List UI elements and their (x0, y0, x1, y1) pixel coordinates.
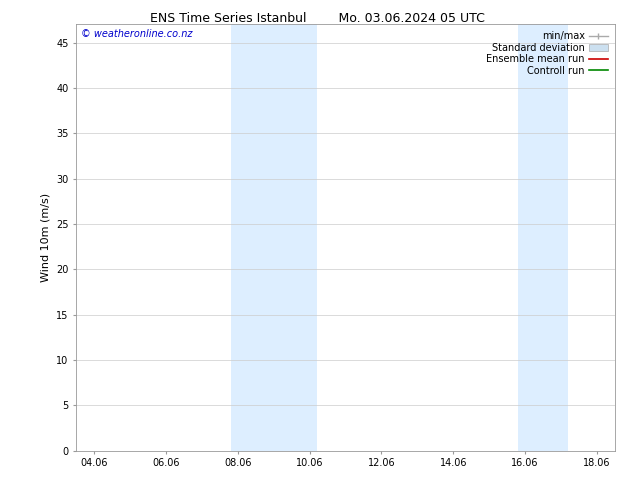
Bar (518, 24, 568, 451)
Bar (231, 24, 317, 451)
Y-axis label: Wind 10m (m/s): Wind 10m (m/s) (41, 193, 50, 282)
Text: © weatheronline.co.nz: © weatheronline.co.nz (81, 29, 193, 39)
Text: ENS Time Series Istanbul        Mo. 03.06.2024 05 UTC: ENS Time Series Istanbul Mo. 03.06.2024 … (150, 12, 484, 25)
Legend: min/max, Standard deviation, Ensemble mean run, Controll run: min/max, Standard deviation, Ensemble me… (484, 29, 610, 77)
